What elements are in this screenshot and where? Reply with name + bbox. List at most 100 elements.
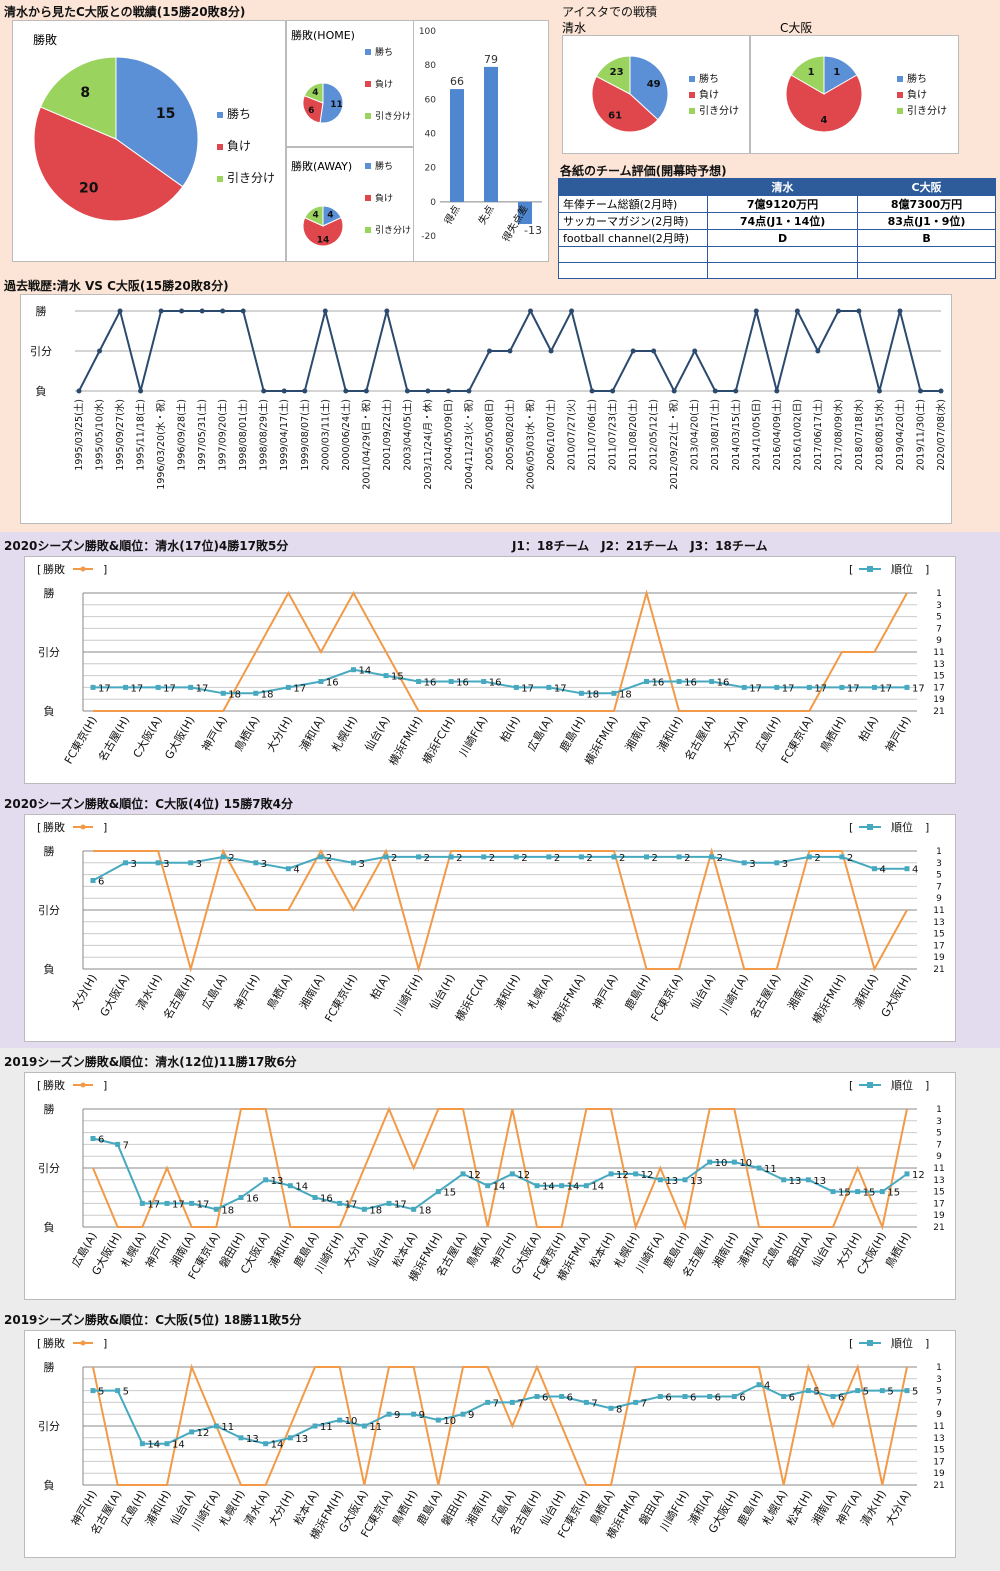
result-tick-label: 勝: [44, 586, 55, 600]
rank-tick-label: 1: [936, 1363, 942, 1373]
legend-swatch: [689, 108, 695, 114]
rank-point: [709, 854, 715, 860]
pie-data-label: 23: [610, 67, 624, 78]
x-tick-label: 横浜FC(H): [419, 714, 458, 767]
rank-data-label: 5: [887, 1387, 893, 1398]
x-tick-label: FC東京(H): [61, 714, 100, 767]
rank-point: [350, 860, 356, 866]
x-tick-label: 2001/04/29(日・祝): [360, 399, 372, 490]
rank-data-label: 14: [172, 1440, 185, 1451]
x-tick-label: 広島(H): [752, 714, 784, 755]
y-tick-label: 60: [425, 95, 437, 105]
rank-tick-label: 5: [936, 1129, 942, 1139]
rank-data-label: 9: [394, 1410, 400, 1421]
rank-point: [361, 1423, 367, 1429]
rank-data-label: 10: [739, 1158, 752, 1169]
bar: [518, 201, 532, 225]
history-point: [425, 388, 431, 394]
rank-data-label: 2: [326, 853, 332, 864]
legend-label-left: 勝敗: [43, 1336, 65, 1350]
rank-series-line: [92, 855, 907, 882]
rank-point: [513, 684, 519, 690]
rank-point: [155, 860, 161, 866]
rank-point: [608, 1171, 614, 1177]
legend-label: 負け: [375, 78, 393, 90]
result-tick-label: 負: [44, 963, 55, 976]
history-point: [712, 388, 718, 394]
rank-data-label: 17: [394, 1199, 407, 1210]
evaluation-header-cosaka: C大阪: [857, 178, 996, 196]
rank-data-label: 2: [228, 853, 234, 864]
legend-label-left: 勝敗: [43, 562, 65, 576]
evaluation-row: [558, 246, 996, 263]
x-tick-label: 浦和(H): [492, 972, 523, 1012]
x-tick-label: 浦和(H): [655, 714, 686, 754]
x-tick-label: 1996/03/20(水・祝): [155, 399, 167, 490]
rank-point: [263, 1177, 269, 1183]
x-tick-label: 名古屋(H): [95, 714, 132, 764]
evaluation-cosaka-value: 83点(J1・9位): [857, 212, 996, 230]
rank-data-label: 5: [98, 1387, 104, 1398]
rank-point: [756, 1165, 762, 1171]
rank-tick-label: 5: [936, 613, 942, 623]
x-tick-label: 川崎F(A): [456, 714, 490, 759]
rank-point: [90, 684, 96, 690]
rank-tick-label: 15: [933, 1446, 944, 1456]
rank-tick-label: 19: [933, 953, 945, 963]
y-tick-label: 負: [36, 385, 47, 398]
rank-point: [756, 1382, 762, 1388]
x-tick-label: 2014/10/05(日): [751, 399, 762, 471]
rank-point: [559, 1183, 565, 1189]
rank-data-label: 16: [424, 678, 437, 689]
rank-data-label: 11: [221, 1422, 234, 1433]
legend-label: 勝ち: [699, 72, 719, 85]
legend-swatch: [689, 92, 695, 98]
rank-tick-label: 21: [933, 965, 944, 975]
history-point: [548, 348, 554, 354]
pie-slice: [115, 56, 199, 188]
rank-data-label: 17: [554, 683, 567, 694]
x-tick-label: 1998/08/29(土): [258, 399, 270, 471]
history-point: [261, 388, 267, 394]
rank-data-label: 16: [320, 1194, 333, 1205]
rank-point: [460, 1411, 466, 1417]
rank-point: [546, 684, 552, 690]
league-team-counts: J1：18チーム J2：21チーム J3：18チーム: [512, 539, 768, 553]
rank-point: [871, 684, 877, 690]
result-tick-label: 引分: [38, 1161, 60, 1175]
bar-value-label: 79: [484, 53, 498, 66]
legend-bracket: ]: [103, 563, 107, 576]
rank-tick-label: 7: [936, 1398, 942, 1408]
rank-data-label: 14: [493, 1182, 506, 1193]
x-tick-label: 名古屋(H): [160, 972, 197, 1022]
evaluation-row: サッカーマガジン(2月時) 74点(J1・14位) 83点(J1・9位): [558, 212, 996, 230]
pie-data-label: 15: [156, 106, 175, 122]
legend-label: 引き分け: [375, 111, 411, 122]
rank-data-label: 3: [749, 859, 755, 870]
evaluation-row-label: サッカーマガジン(2月時): [558, 212, 708, 230]
rank-data-label: 14: [295, 1182, 308, 1193]
rank-point: [731, 1159, 737, 1165]
rank-series-line: [92, 1137, 908, 1211]
evaluation-shimizu-value: 74点(J1・14位): [706, 212, 859, 230]
rank-point: [682, 1394, 688, 1399]
legend-bracket: [: [37, 821, 41, 834]
x-tick-label: 2020/07/08(水): [935, 399, 947, 471]
y-tick-label: 0: [430, 198, 436, 208]
rank-data-label: 12: [912, 1170, 925, 1181]
x-tick-label: FC東京(A): [647, 972, 685, 1024]
rank-point: [263, 1441, 269, 1447]
x-tick-label: 2001/09/22(土): [381, 399, 393, 471]
rank-tick-label: 15: [933, 930, 944, 940]
iaistadium-shimizu-box: 49 61 23 勝ち 負け 引き分け: [562, 35, 750, 154]
rank-point: [583, 1399, 589, 1405]
rank-tick-label: 19: [933, 1211, 945, 1221]
result-series-line: [93, 589, 908, 712]
rank-tick-label: 9: [936, 1410, 942, 1420]
legend-bracket: [: [849, 1337, 853, 1350]
legend-bracket: [: [37, 563, 41, 576]
x-tick-label: 鹿島(H): [556, 714, 588, 755]
rank-point: [285, 684, 291, 690]
